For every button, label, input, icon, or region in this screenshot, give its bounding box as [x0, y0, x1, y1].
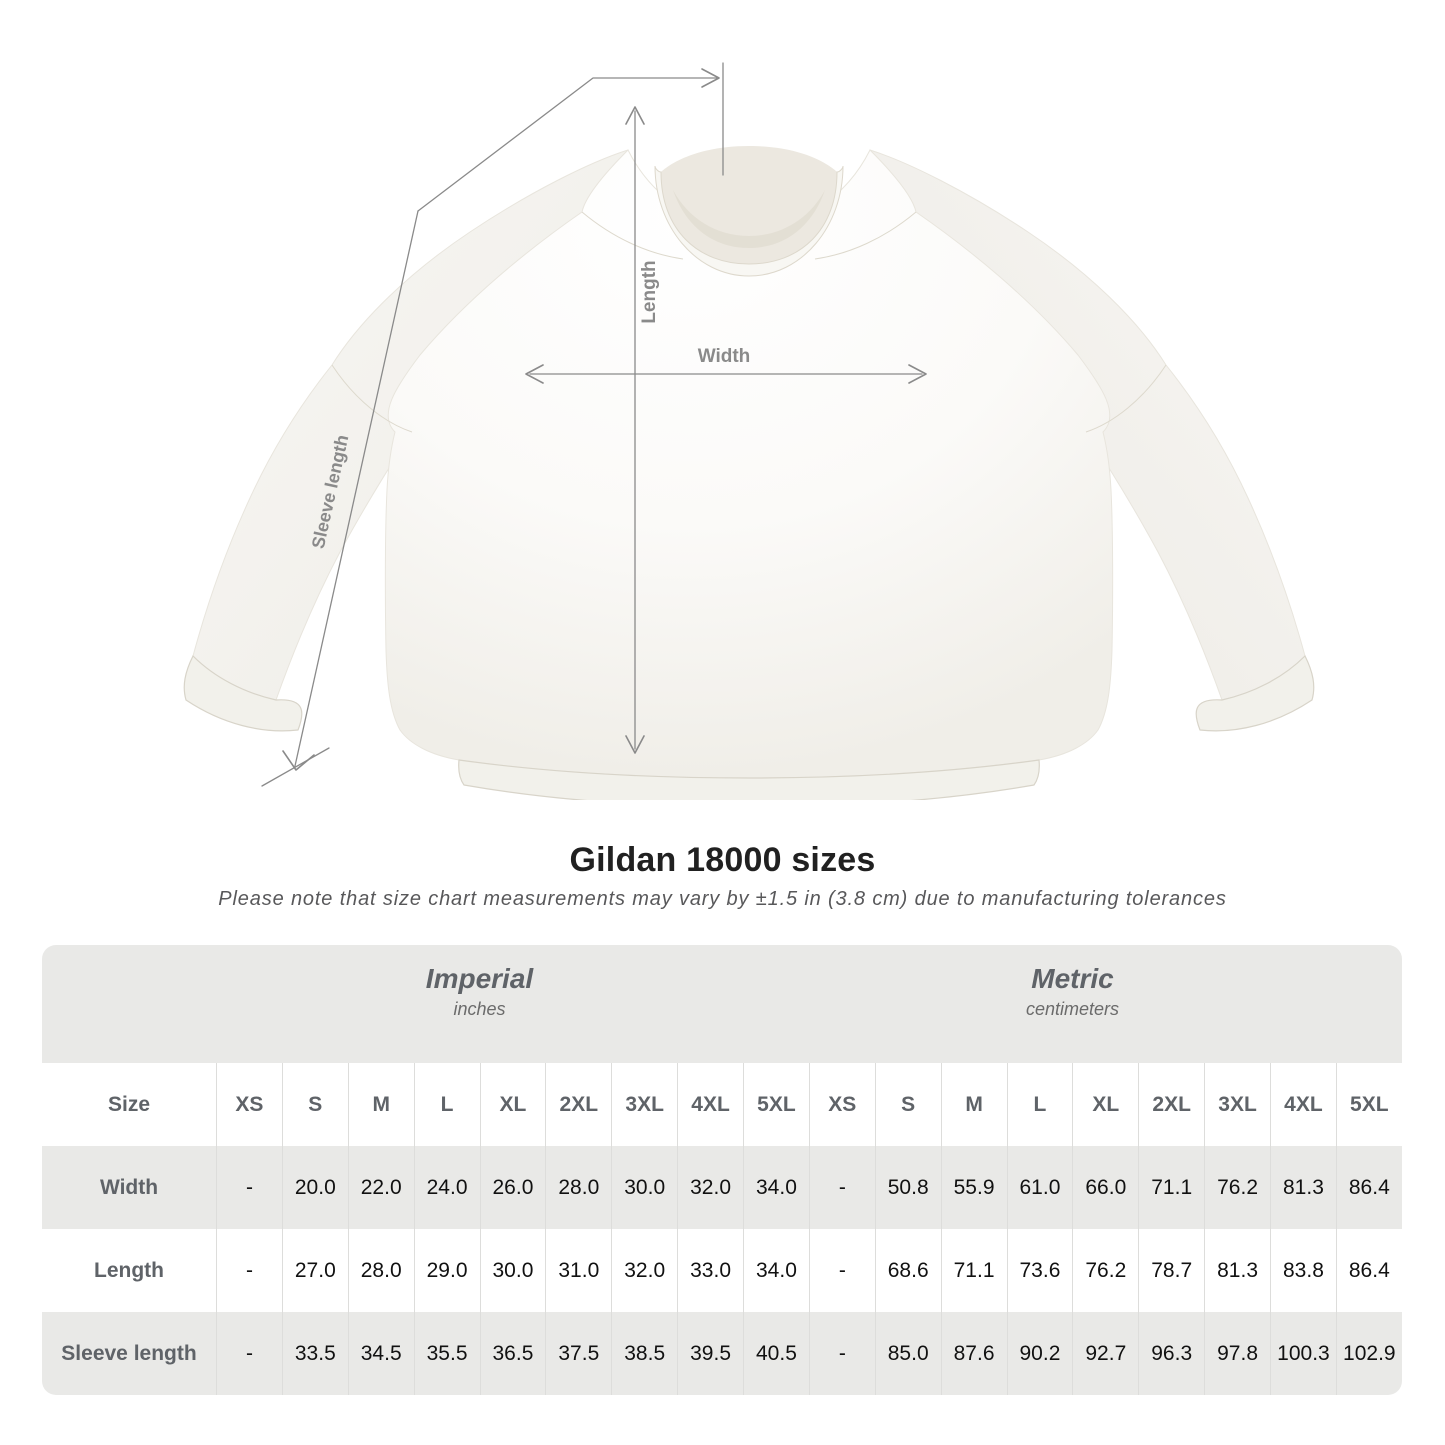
- svg-text:Width: Width: [698, 346, 751, 367]
- svg-text:Length: Length: [639, 260, 660, 323]
